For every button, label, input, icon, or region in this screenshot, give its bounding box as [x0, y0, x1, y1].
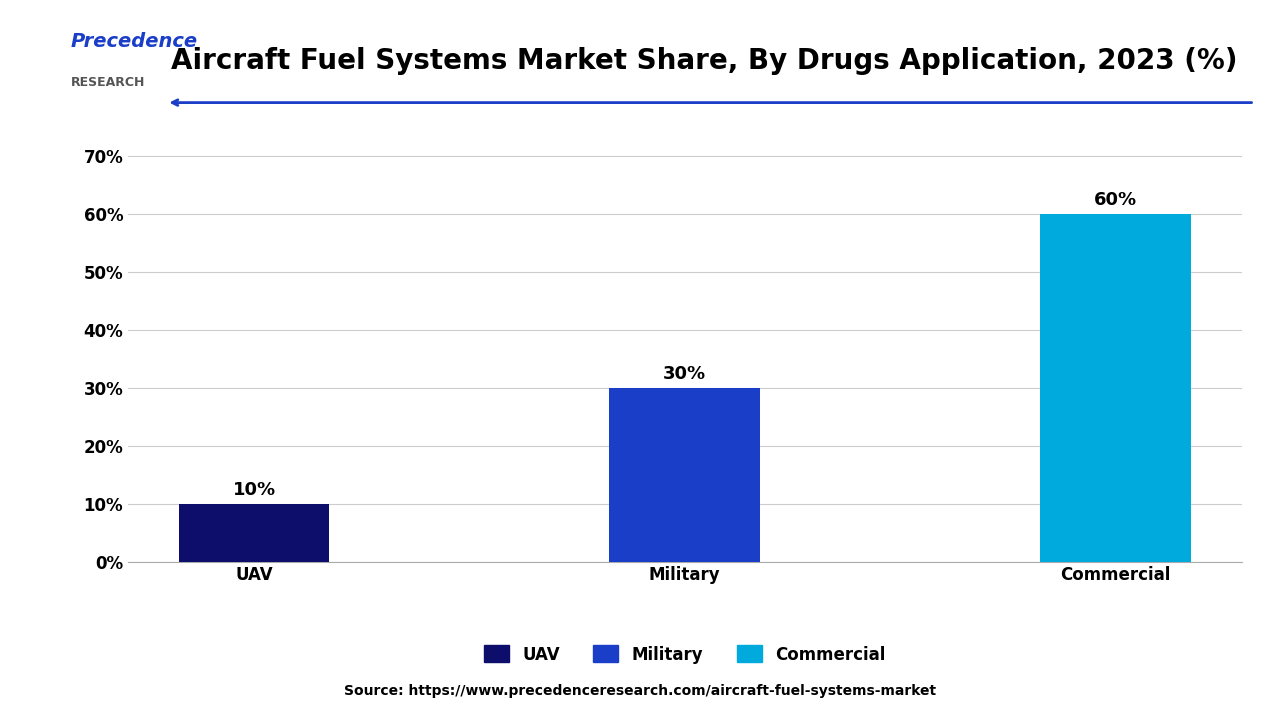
Bar	[179, 503, 329, 562]
Text: Aircraft Fuel Systems Market Share, By Drugs Application, 2023 (%): Aircraft Fuel Systems Market Share, By D…	[170, 47, 1238, 75]
Bar	[609, 387, 760, 562]
Text: 60%: 60%	[1094, 191, 1137, 209]
Legend: UAV, Military, Commercial: UAV, Military, Commercial	[477, 639, 892, 670]
Text: 30%: 30%	[663, 365, 707, 383]
Text: Precedence: Precedence	[70, 32, 197, 51]
Bar	[1041, 214, 1190, 562]
Text: Source: https://www.precedenceresearch.com/aircraft-fuel-systems-market: Source: https://www.precedenceresearch.c…	[344, 685, 936, 698]
Text: RESEARCH: RESEARCH	[70, 76, 145, 89]
Text: 10%: 10%	[233, 481, 275, 499]
